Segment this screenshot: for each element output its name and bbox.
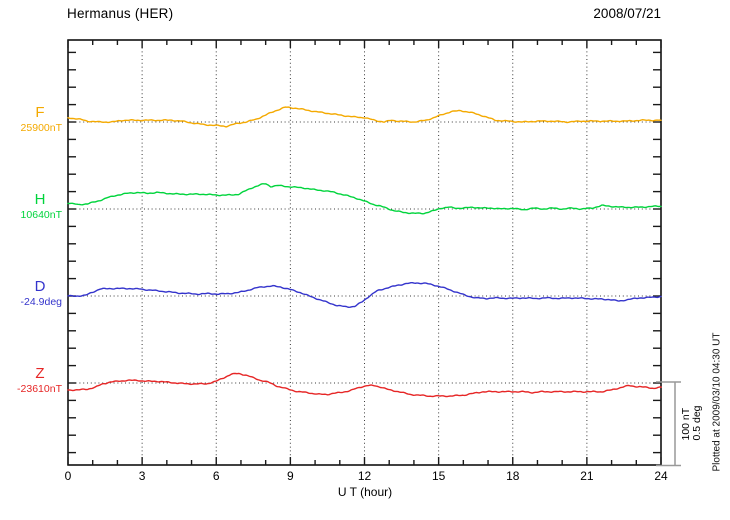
trace-Z bbox=[67, 372, 662, 398]
x-tick-label-21: 21 bbox=[580, 469, 594, 483]
scale-bar-labels: 100 nT 0.5 deg bbox=[680, 405, 703, 441]
channel-letter-Z: Z bbox=[35, 365, 45, 382]
x-tick-label-3: 3 bbox=[138, 469, 146, 483]
page-title: Hermanus (HER) bbox=[67, 6, 174, 21]
axis-ticks bbox=[67, 40, 662, 465]
channel-label-Z: Z -23610nT bbox=[0, 365, 64, 401]
trace-D bbox=[67, 282, 662, 308]
scale-bar bbox=[656, 381, 681, 467]
x-tick-label-6: 6 bbox=[212, 469, 220, 483]
scale-bar-deg-label: 0.5 deg bbox=[691, 405, 703, 441]
x-tick-label-0: 0 bbox=[64, 469, 72, 483]
channel-baseline-value-Z: -23610nT bbox=[17, 383, 62, 395]
plot-footnote: Plotted at 2009/03/10 04:30 UT bbox=[711, 332, 723, 472]
channel-letter-H: H bbox=[34, 191, 46, 208]
trace-F bbox=[67, 106, 662, 128]
x-tick-label-9: 9 bbox=[287, 469, 294, 483]
x-tick-label-24: 24 bbox=[654, 469, 668, 483]
channel-baseline-value-F: 25900nT bbox=[20, 122, 62, 134]
channel-label-D: D -24.9deg bbox=[0, 278, 64, 314]
channel-letter-F: F bbox=[35, 104, 45, 121]
channel-letter-D: D bbox=[34, 278, 46, 295]
channel-label-F: F 25900nT bbox=[0, 104, 64, 140]
x-axis-label: U T (hour) bbox=[337, 485, 393, 499]
grid-lines bbox=[68, 40, 661, 465]
x-tick-label-15: 15 bbox=[431, 469, 446, 483]
x-tick-label-18: 18 bbox=[506, 469, 520, 483]
x-tick-label-12: 12 bbox=[357, 469, 372, 483]
trace-H bbox=[67, 183, 662, 215]
channel-baseline-value-D: -24.9deg bbox=[20, 296, 62, 308]
channel-baseline-value-H: 10640nT bbox=[20, 209, 62, 221]
channel-label-H: H 10640nT bbox=[0, 191, 64, 227]
plot-date: 2008/07/21 bbox=[593, 6, 661, 21]
